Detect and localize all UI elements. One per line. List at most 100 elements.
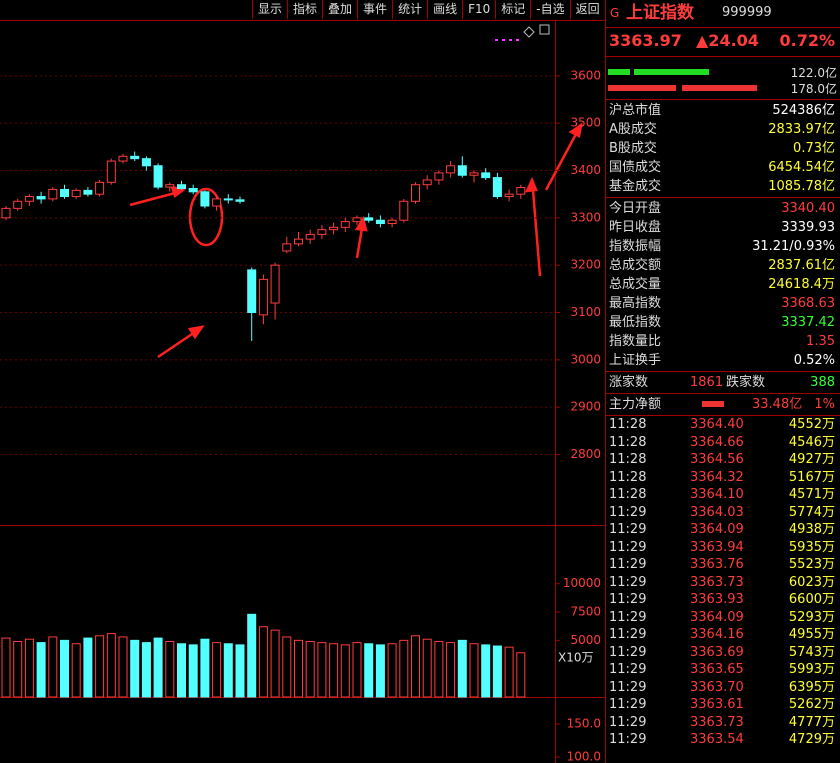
sep (606, 56, 840, 57)
net-label: 主力净额 (609, 397, 662, 412)
y-tick-label: 2900 (570, 400, 601, 414)
candle-body (212, 198, 222, 207)
volume-bar (305, 640, 315, 698)
tick-price: 3363.65 (690, 662, 744, 677)
candle-body (492, 177, 502, 198)
tick-price: 3363.93 (690, 592, 744, 607)
tick-row: 11:28 3364.32 5167万 (606, 469, 838, 487)
toolbar-button[interactable]: -自选 (530, 0, 569, 19)
stat-row: 指数量比 1.35 (606, 332, 838, 351)
y-tick-label: 3400 (570, 163, 601, 177)
tick-price: 3364.10 (690, 487, 744, 502)
toolbar-button[interactable]: 叠加 (322, 0, 357, 19)
y-tick-label: 3000 (570, 352, 601, 366)
candle-body (457, 165, 467, 176)
toolbar-button[interactable]: 画线 (427, 0, 462, 19)
tick-time: 11:29 (609, 592, 647, 607)
tick-time: 11:28 (609, 434, 647, 450)
candle-body (375, 219, 385, 225)
stat-row: B股成交 0.73亿 (606, 139, 838, 158)
flag: G (610, 6, 620, 20)
tick-row: 11:28 3364.56 4927万 (606, 451, 838, 469)
tick-row: 11:29 3363.70 6395万 (606, 679, 838, 697)
tick-row: 11:29 3363.94 5935万 (606, 539, 838, 557)
change: ▲24.04 (696, 31, 759, 50)
candle-body (270, 264, 280, 304)
stat-label: 总成交量 (609, 277, 662, 292)
index-code: 999999 (722, 5, 772, 20)
y-tick-label: 3100 (570, 305, 601, 319)
volume-bar (375, 644, 385, 698)
tick-row: 11:29 3364.16 4955万 (606, 626, 838, 644)
tick-row: 11:29 3364.09 5293万 (606, 609, 838, 627)
tick-price: 3363.73 (690, 714, 744, 730)
candle-body (200, 191, 210, 207)
volume-bar (469, 643, 479, 698)
tick-price: 3364.56 (690, 452, 744, 467)
y-tick-label: 100.0 (567, 750, 601, 763)
toolbar-button[interactable]: 标记 (495, 0, 530, 19)
annotation-arrows (129, 122, 583, 359)
stat-label: 沪总市值 (609, 103, 662, 118)
volume-bar (60, 639, 69, 698)
tick-time: 11:29 (609, 732, 647, 747)
candle-body (329, 226, 339, 231)
up-label: 涨家数 (609, 375, 649, 390)
toolbar-button[interactable]: F10 (462, 0, 495, 19)
stat-row: 最低指数 3337.42 (606, 313, 838, 332)
candle-body (95, 181, 105, 195)
tick-volume: 4927万 (788, 452, 835, 467)
tick-price: 3364.66 (690, 434, 744, 450)
stat-row: 上证换手 0.52% (606, 351, 838, 370)
net-bar (702, 401, 724, 407)
toolbar-button[interactable]: 事件 (357, 0, 392, 19)
y-tick-label: 150.0 (567, 717, 601, 731)
tick-volume: 5523万 (788, 557, 835, 572)
stat-value: 24618.4万 (768, 277, 835, 292)
candle-body (141, 158, 151, 167)
stat-label: 基金成交 (609, 179, 662, 194)
candle-body (153, 165, 163, 188)
sell-amount: 178.0亿 (790, 82, 837, 96)
y-tick-label: 10000 (563, 576, 601, 590)
toolbar-button[interactable]: 返回 (569, 0, 605, 19)
tick-price: 3364.09 (690, 609, 744, 625)
index-name: 上证指数 (626, 3, 694, 23)
tick-volume: 4552万 (788, 417, 835, 432)
volume-bar (387, 643, 397, 698)
volume-bar (258, 626, 268, 698)
volume-bar (106, 633, 116, 698)
tick-price: 3363.73 (690, 574, 744, 590)
sep (606, 197, 840, 198)
tick-row: 11:28 3364.40 4552万 (606, 416, 838, 434)
volume-bar (83, 637, 93, 698)
tick-row: 11:29 3363.61 5262万 (606, 696, 838, 714)
y-tick-label: 2800 (570, 447, 601, 461)
candle-body (235, 199, 245, 202)
quote-panel: G 上证指数 999999 3363.97 ▲24.04 0.72% 122.0亿 178.0… (606, 0, 840, 763)
stat-value: 1085.78亿 (768, 179, 835, 194)
volume-bar (212, 642, 222, 698)
tick-time: 11:28 (609, 452, 647, 467)
toolbar-button[interactable]: 指标 (287, 0, 322, 19)
tick-time: 11:29 (609, 627, 647, 642)
stat-label: 昨日收盘 (609, 220, 662, 235)
stat-label: 最高指数 (609, 296, 662, 311)
volume-bar (481, 644, 491, 698)
stat-row: 今日开盘 3340.40 (606, 199, 838, 218)
stat-value: 3337.42 (781, 315, 835, 330)
candle-body (48, 188, 58, 200)
stat-value: 3340.40 (781, 201, 835, 216)
tick-volume: 6023万 (788, 574, 835, 590)
candle-body (387, 219, 397, 225)
y-tick-label: 3600 (570, 68, 601, 82)
toolbar-button[interactable]: 统计 (392, 0, 427, 19)
tick-time: 11:29 (609, 522, 647, 537)
tick-volume: 5262万 (788, 697, 835, 712)
volume-bar (223, 643, 233, 698)
down-label: 跌家数 (726, 375, 766, 390)
buy-amount: 122.0亿 (790, 66, 837, 80)
net-pct: 1% (814, 397, 835, 412)
toolbar-button[interactable]: 显示 (252, 0, 287, 19)
stat-row: 指数振幅 31.21/0.93% (606, 237, 838, 256)
